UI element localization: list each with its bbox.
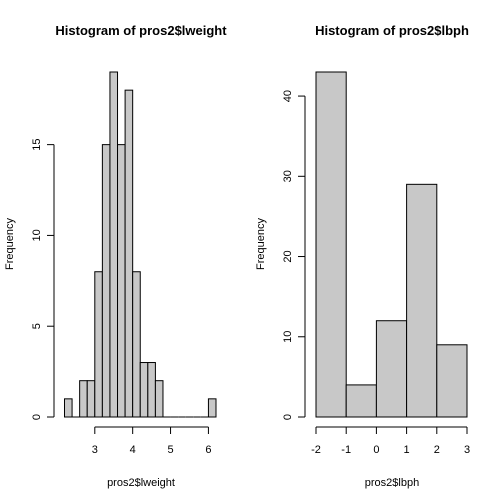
x-tick-label: 2 [434,444,440,456]
x-axis-lbph: -2 -1 0 1 2 3 [311,426,470,456]
histogram-bar [147,362,156,418]
x-axis-label-lweight: pros2$lweight [107,477,175,489]
x-tick-label: 0 [373,444,379,456]
histogram-bar [79,380,88,418]
y-axis-label-lweight: Frequency [4,218,16,270]
histogram-bar [132,271,141,418]
histogram-bar [124,89,134,418]
histogram-bar [315,71,347,418]
bars-lbph [315,71,468,418]
x-axis-lweight: 3 4 5 6 [92,426,211,456]
histogram-bar [86,380,96,418]
y-tick-label: 0 [31,414,43,420]
y-axis-lweight: 0 5 10 15 [31,139,55,420]
histogram-bar [101,144,111,418]
histogram-bar [109,71,119,418]
histogram-bar [375,320,408,418]
histogram-bar [154,380,164,418]
chart-title-lbph: Histogram of pros2$lbph [315,23,469,38]
x-tick-label: 5 [167,444,173,456]
histogram-bar [117,144,126,418]
x-tick-label: -2 [311,444,321,456]
y-tick-label: 0 [282,414,294,420]
y-tick-label: 10 [282,331,294,343]
histogram-bar [94,271,103,418]
panel-lbph: Histogram of pros2$lbph pros2$lbph Frequ… [255,23,470,489]
x-tick-label: 3 [92,444,98,456]
x-tick-label: 3 [464,444,470,456]
histogram-bar [345,384,377,418]
y-axis-label-lbph: Frequency [255,218,267,270]
chart-title-lweight: Histogram of pros2$lweight [55,23,227,38]
y-tick-label: 5 [31,323,43,329]
histogram-bar [406,183,438,418]
y-tick-label: 30 [282,170,294,182]
bars-lweight [64,71,217,418]
histogram-bar [139,362,149,418]
histogram-bar [436,344,468,418]
histogram-bar [207,398,217,418]
x-tick-label: 4 [130,444,136,456]
x-axis-label-lbph: pros2$lbph [365,477,419,489]
panel-lweight: Histogram of pros2$lweight pros2$lweight… [4,23,227,489]
x-tick-label: 1 [404,444,410,456]
histogram-bar [64,398,73,418]
y-tick-label: 20 [282,250,294,262]
y-tick-label: 15 [31,139,43,151]
x-tick-label: -1 [341,444,351,456]
x-tick-label: 6 [205,444,211,456]
y-axis-lbph: 0 10 20 30 40 [282,90,306,420]
y-tick-label: 10 [31,229,43,241]
y-tick-label: 40 [282,90,294,102]
